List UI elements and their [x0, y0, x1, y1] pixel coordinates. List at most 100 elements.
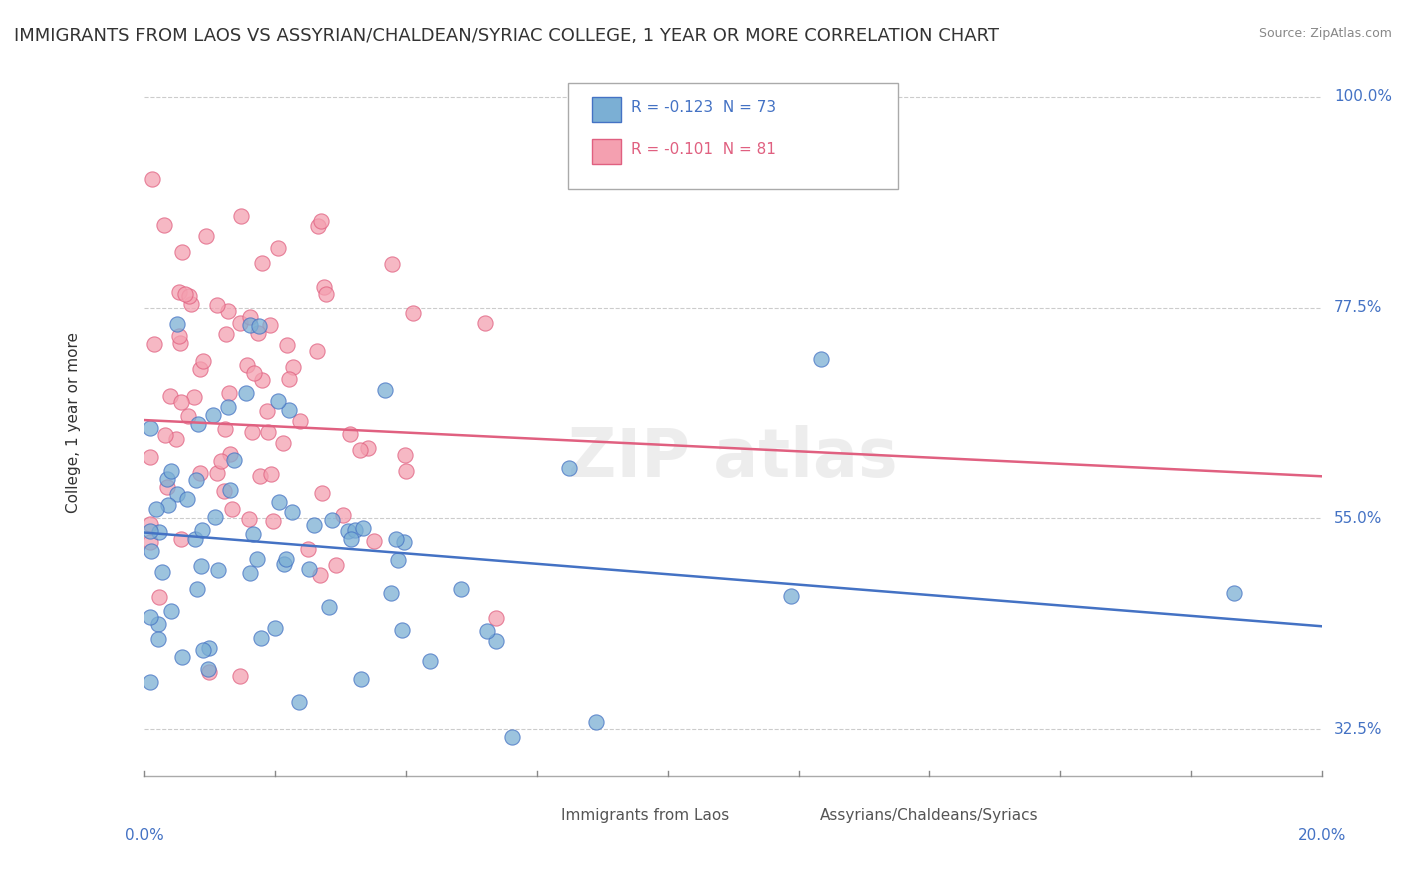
- Point: [585, 714, 607, 729]
- Point: [141, 172, 163, 186]
- Point: [143, 336, 166, 351]
- Point: [139, 535, 162, 549]
- Point: [190, 558, 212, 573]
- Point: [340, 532, 363, 546]
- Point: [209, 454, 232, 468]
- Point: [180, 297, 202, 311]
- Point: [229, 316, 252, 330]
- Point: [267, 393, 290, 408]
- Point: [315, 286, 337, 301]
- Point: [170, 649, 193, 664]
- Point: [450, 582, 472, 597]
- Point: [357, 441, 380, 455]
- Point: [219, 483, 242, 497]
- Point: [183, 390, 205, 404]
- Point: [156, 480, 179, 494]
- Point: [150, 565, 173, 579]
- Text: 32.5%: 32.5%: [1334, 722, 1382, 737]
- Point: [605, 155, 627, 169]
- Point: [271, 435, 294, 450]
- Point: [153, 428, 176, 442]
- Point: [198, 641, 221, 656]
- Point: [288, 695, 311, 709]
- FancyBboxPatch shape: [792, 808, 813, 826]
- Point: [239, 566, 262, 580]
- Point: [276, 338, 298, 352]
- Point: [325, 558, 347, 573]
- Point: [304, 517, 326, 532]
- Point: [160, 604, 183, 618]
- Point: [195, 229, 218, 244]
- Point: [229, 669, 252, 683]
- Point: [215, 327, 238, 342]
- Point: [153, 218, 176, 232]
- Point: [139, 674, 162, 689]
- Point: [501, 730, 523, 744]
- Point: [243, 366, 266, 380]
- Point: [332, 508, 354, 522]
- Point: [222, 453, 245, 467]
- Point: [298, 562, 321, 576]
- Point: [1222, 586, 1244, 600]
- Point: [477, 624, 499, 639]
- Point: [239, 310, 262, 325]
- Point: [169, 335, 191, 350]
- Point: [810, 352, 832, 367]
- Point: [159, 465, 181, 479]
- Point: [170, 245, 193, 260]
- Point: [249, 469, 271, 483]
- Point: [318, 600, 340, 615]
- Point: [339, 427, 361, 442]
- Point: [314, 279, 336, 293]
- Point: [177, 409, 200, 423]
- Point: [264, 621, 287, 635]
- Point: [166, 487, 188, 501]
- Point: [392, 534, 415, 549]
- Point: [558, 461, 581, 475]
- Point: [419, 655, 441, 669]
- Point: [311, 486, 333, 500]
- Point: [170, 532, 193, 546]
- Point: [395, 465, 418, 479]
- Point: [159, 389, 181, 403]
- Text: 77.5%: 77.5%: [1334, 300, 1382, 315]
- Point: [139, 610, 162, 624]
- Point: [169, 329, 191, 343]
- Point: [402, 306, 425, 320]
- Point: [273, 557, 295, 571]
- Text: R = -0.123  N = 73: R = -0.123 N = 73: [631, 100, 776, 115]
- Point: [278, 403, 301, 417]
- Point: [218, 386, 240, 401]
- Point: [387, 553, 409, 567]
- Point: [187, 417, 209, 432]
- Point: [217, 304, 239, 318]
- Point: [139, 524, 162, 538]
- Text: 55.0%: 55.0%: [1334, 511, 1382, 526]
- Point: [391, 624, 413, 638]
- Point: [290, 413, 312, 427]
- Point: [205, 298, 228, 312]
- Point: [217, 400, 239, 414]
- Point: [197, 662, 219, 676]
- Point: [231, 210, 253, 224]
- FancyBboxPatch shape: [592, 97, 621, 121]
- Point: [235, 385, 257, 400]
- Point: [485, 633, 508, 648]
- Point: [193, 643, 215, 657]
- Text: IMMIGRANTS FROM LAOS VS ASSYRIAN/CHALDEAN/SYRIAC COLLEGE, 1 YEAR OR MORE CORRELA: IMMIGRANTS FROM LAOS VS ASSYRIAN/CHALDEA…: [14, 27, 1000, 45]
- Point: [311, 214, 333, 228]
- Point: [239, 318, 262, 332]
- Point: [242, 527, 264, 541]
- Point: [146, 632, 169, 646]
- Point: [259, 318, 281, 333]
- Point: [257, 425, 280, 439]
- Point: [262, 514, 284, 528]
- Point: [250, 632, 273, 646]
- Point: [184, 533, 207, 547]
- Point: [238, 512, 260, 526]
- Point: [274, 552, 297, 566]
- Point: [256, 404, 278, 418]
- Point: [485, 611, 508, 625]
- Point: [157, 498, 180, 512]
- Point: [267, 241, 290, 255]
